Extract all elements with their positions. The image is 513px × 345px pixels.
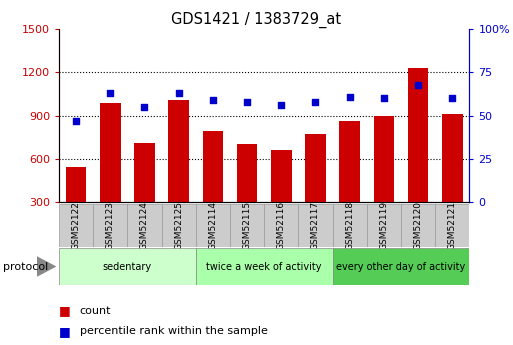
- Text: sedentary: sedentary: [103, 262, 152, 272]
- Bar: [367, 204, 401, 247]
- Bar: [401, 204, 435, 247]
- Bar: [264, 204, 299, 247]
- Bar: [59, 204, 93, 247]
- Bar: [93, 204, 127, 247]
- Bar: [66, 167, 86, 202]
- Bar: [230, 204, 264, 247]
- Point: [72, 118, 80, 124]
- Text: ■: ■: [59, 325, 71, 338]
- Text: GSM52123: GSM52123: [106, 200, 115, 250]
- Text: GSM52118: GSM52118: [345, 200, 354, 250]
- Text: GSM52117: GSM52117: [311, 200, 320, 250]
- Text: count: count: [80, 306, 111, 315]
- Bar: [408, 68, 428, 202]
- Point: [448, 96, 457, 101]
- Point: [346, 94, 354, 99]
- Bar: [373, 116, 394, 202]
- Text: GSM52114: GSM52114: [208, 200, 218, 250]
- Text: GSM52120: GSM52120: [413, 200, 423, 250]
- Bar: [162, 204, 196, 247]
- Bar: [237, 144, 258, 202]
- Point: [141, 104, 149, 110]
- Bar: [196, 248, 332, 285]
- Point: [174, 90, 183, 96]
- Bar: [271, 150, 291, 202]
- Bar: [442, 114, 463, 202]
- Bar: [340, 121, 360, 202]
- Text: GSM52115: GSM52115: [243, 200, 251, 250]
- Text: GSM52124: GSM52124: [140, 201, 149, 249]
- Bar: [127, 204, 162, 247]
- Text: protocol: protocol: [3, 262, 48, 272]
- Bar: [332, 248, 469, 285]
- Bar: [435, 204, 469, 247]
- Text: ■: ■: [59, 304, 71, 317]
- Point: [311, 99, 320, 105]
- Bar: [59, 248, 196, 285]
- Text: GSM52121: GSM52121: [448, 200, 457, 250]
- Bar: [332, 204, 367, 247]
- Point: [243, 99, 251, 105]
- Text: GSM52125: GSM52125: [174, 200, 183, 250]
- Point: [380, 96, 388, 101]
- Bar: [168, 100, 189, 202]
- Text: GSM52119: GSM52119: [380, 200, 388, 250]
- Text: GSM52122: GSM52122: [72, 201, 81, 249]
- Text: GDS1421 / 1383729_at: GDS1421 / 1383729_at: [171, 12, 342, 28]
- Text: GSM52116: GSM52116: [277, 200, 286, 250]
- Point: [414, 82, 422, 87]
- Bar: [203, 131, 223, 202]
- Point: [277, 102, 285, 108]
- Bar: [196, 204, 230, 247]
- Polygon shape: [37, 256, 56, 277]
- Text: twice a week of activity: twice a week of activity: [206, 262, 322, 272]
- Bar: [299, 204, 332, 247]
- Point: [209, 97, 217, 103]
- Bar: [100, 102, 121, 202]
- Text: every other day of activity: every other day of activity: [337, 262, 466, 272]
- Bar: [134, 143, 155, 202]
- Point: [106, 90, 114, 96]
- Text: percentile rank within the sample: percentile rank within the sample: [80, 326, 267, 336]
- Bar: [305, 134, 326, 202]
